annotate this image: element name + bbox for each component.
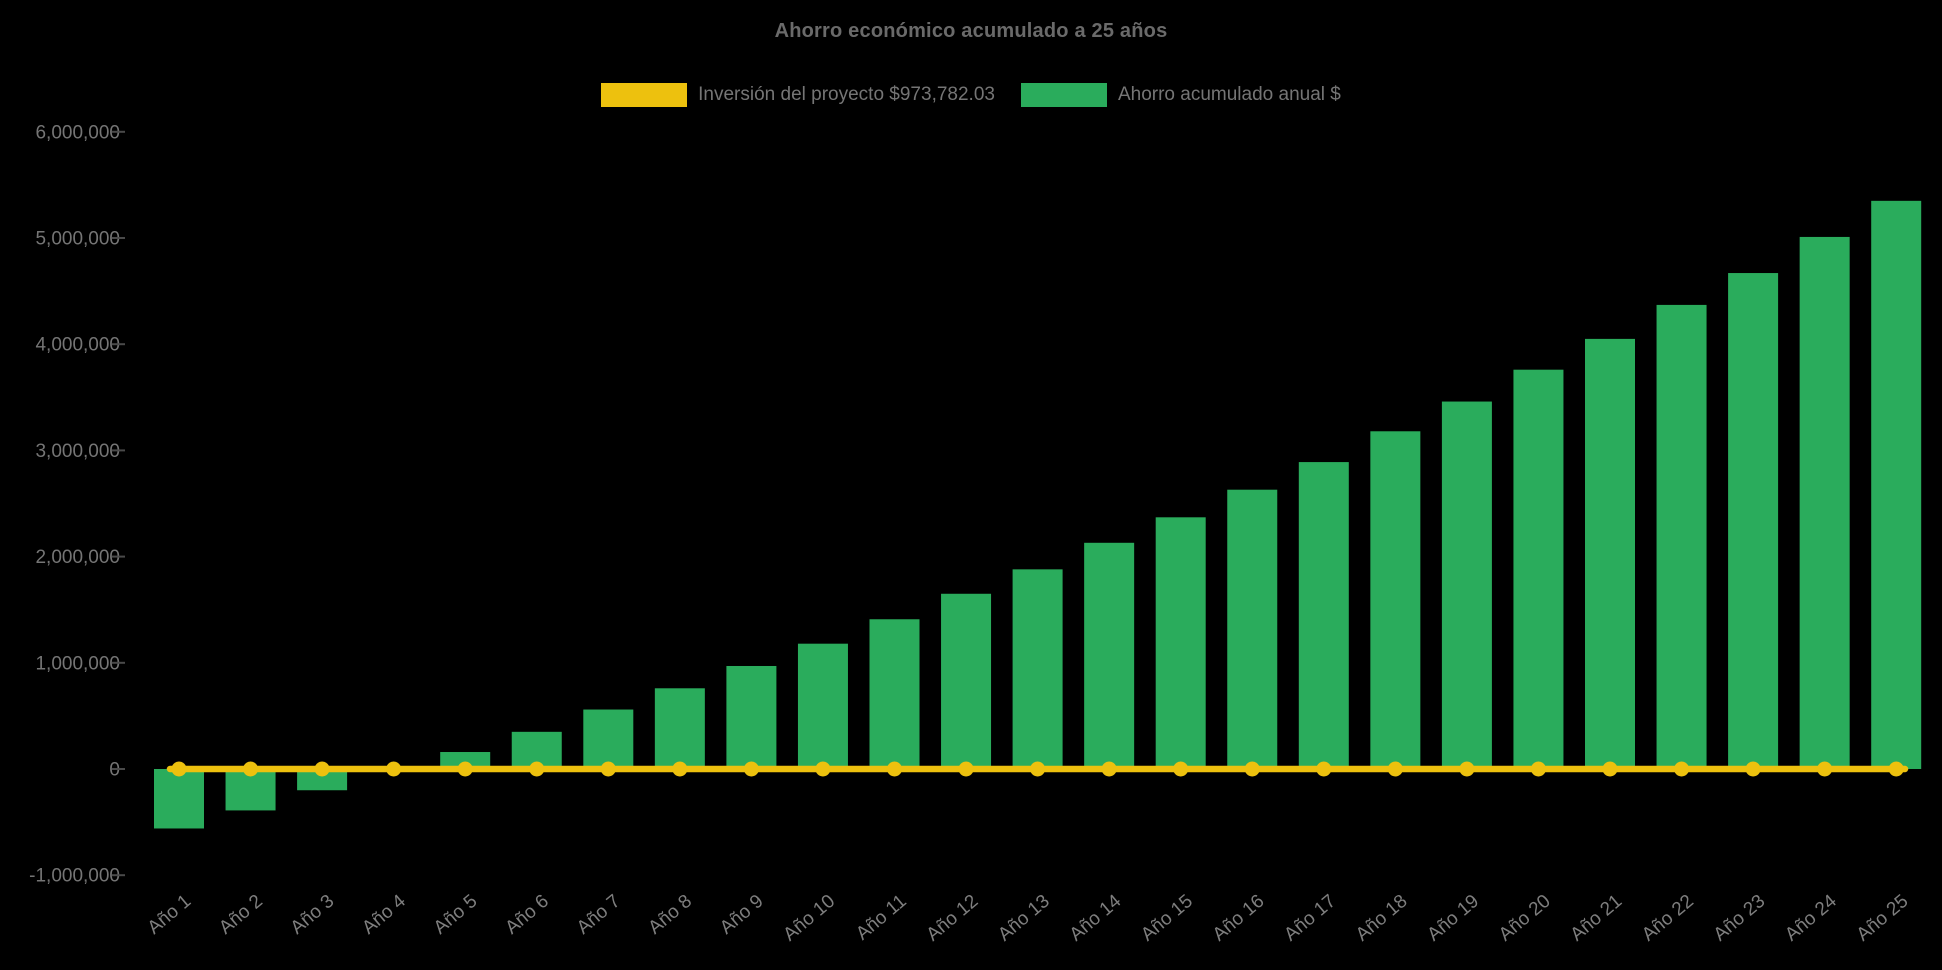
x-axis-tick-label: Año 21 xyxy=(1567,891,1627,946)
x-axis-tick-label: Año 23 xyxy=(1710,891,1770,946)
legend-label-ahorro: Ahorro acumulado anual $ xyxy=(1117,84,1341,105)
investment-point-a-o-15[interactable] xyxy=(1173,761,1189,777)
investment-point-a-o-7[interactable] xyxy=(600,761,616,777)
x-axis-tick-label: Año 5 xyxy=(430,891,482,939)
investment-point-a-o-8[interactable] xyxy=(672,761,688,777)
investment-point-a-o-1[interactable] xyxy=(171,761,187,777)
investment-point-a-o-21[interactable] xyxy=(1602,761,1618,777)
savings-bar-a-o-1[interactable] xyxy=(154,769,204,829)
x-axis-tick-label: Año 12 xyxy=(923,891,983,946)
investment-point-a-o-9[interactable] xyxy=(743,761,759,777)
x-axis-tick-label: Año 17 xyxy=(1280,891,1340,946)
savings-bar-a-o-8[interactable] xyxy=(654,688,705,769)
x-axis-tick-label: Año 9 xyxy=(716,891,768,939)
savings-bar-a-o-21[interactable] xyxy=(1585,338,1635,769)
savings-bar-a-o-3[interactable] xyxy=(297,769,348,791)
y-axis-tick-label: 2,000,000 xyxy=(35,547,120,568)
investment-point-a-o-18[interactable] xyxy=(1387,761,1403,777)
x-axis-tick-label: Año 8 xyxy=(645,891,697,939)
savings-bar-a-o-17[interactable] xyxy=(1298,462,1349,769)
x-axis-tick-label: Año 11 xyxy=(852,891,911,945)
savings-bar-a-o-19[interactable] xyxy=(1441,401,1492,769)
investment-point-a-o-6[interactable] xyxy=(529,761,545,777)
investment-point-a-o-13[interactable] xyxy=(1030,761,1046,777)
savings-bar-a-o-12[interactable] xyxy=(941,593,992,769)
investment-point-a-o-5[interactable] xyxy=(457,761,473,777)
legend-label-inversion: Inversión del proyecto $973,782.03 xyxy=(698,84,995,105)
legend-swatch-ahorro xyxy=(1020,83,1107,107)
investment-point-a-o-11[interactable] xyxy=(887,761,902,777)
savings-bar-a-o-14[interactable] xyxy=(1084,542,1135,769)
y-axis-tick-label: 4,000,000 xyxy=(35,335,120,356)
investment-point-a-o-25[interactable] xyxy=(1888,761,1904,777)
legend-item-inversion[interactable]: Inversión del proyecto $973,782.03 xyxy=(601,83,995,107)
x-axis-tick-label: Año 14 xyxy=(1066,890,1126,945)
investment-point-a-o-23[interactable] xyxy=(1745,761,1761,777)
investment-point-a-o-22[interactable] xyxy=(1674,761,1690,777)
x-axis-tick-label: Año 15 xyxy=(1137,891,1197,946)
savings-bar-a-o-10[interactable] xyxy=(797,643,848,769)
savings-bar-a-o-23[interactable] xyxy=(1728,273,1779,769)
x-axis-tick-label: Año 1 xyxy=(144,891,196,939)
y-axis-tick-label: 1,000,000 xyxy=(35,653,120,674)
x-axis-tick-label: Año 13 xyxy=(994,891,1054,946)
investment-point-a-o-24[interactable] xyxy=(1817,761,1833,777)
x-axis-tick-label: Año 24 xyxy=(1781,890,1841,945)
investment-point-a-o-20[interactable] xyxy=(1530,761,1546,777)
savings-bar-a-o-18[interactable] xyxy=(1370,431,1421,769)
savings-bar-a-o-20[interactable] xyxy=(1513,369,1564,769)
savings-bar-a-o-25[interactable] xyxy=(1871,200,1922,769)
chart-title: Ahorro económico acumulado a 25 años xyxy=(774,20,1168,42)
x-axis-tick-label: Año 18 xyxy=(1352,891,1412,946)
legend-swatch-inversion xyxy=(601,83,688,107)
savings-bar-a-o-13[interactable] xyxy=(1012,569,1063,769)
savings-bar-a-o-11[interactable] xyxy=(869,619,920,769)
x-axis-tick-label: Año 19 xyxy=(1423,891,1483,946)
savings-bar-a-o-24[interactable] xyxy=(1799,236,1850,770)
x-axis-tick-label: Año 6 xyxy=(501,891,553,939)
y-axis-tick-label: 3,000,000 xyxy=(35,441,120,462)
investment-point-a-o-14[interactable] xyxy=(1101,761,1117,777)
investment-point-a-o-12[interactable] xyxy=(958,761,974,777)
chart-legend: Inversión del proyecto $973,782.03 Ahorr… xyxy=(0,83,1942,107)
investment-point-a-o-19[interactable] xyxy=(1459,761,1475,777)
savings-bar-a-o-15[interactable] xyxy=(1155,517,1206,769)
investment-point-a-o-4[interactable] xyxy=(386,761,402,777)
legend-item-ahorro[interactable]: Ahorro acumulado anual $ xyxy=(1020,83,1341,107)
x-axis-tick-label: Año 2 xyxy=(215,891,267,939)
savings-bar-a-o-9[interactable] xyxy=(726,665,777,769)
x-axis-tick-label: Año 10 xyxy=(780,891,840,946)
investment-point-a-o-2[interactable] xyxy=(243,761,259,777)
investment-point-a-o-10[interactable] xyxy=(815,761,831,777)
x-axis-tick-label: Año 20 xyxy=(1495,891,1555,946)
savings-bar-a-o-22[interactable] xyxy=(1656,304,1707,769)
x-axis-tick-label: Año 3 xyxy=(287,891,339,939)
x-axis-tick-label: Año 22 xyxy=(1638,891,1698,946)
x-axis-tick-label: Año 25 xyxy=(1853,891,1913,946)
x-axis-tick-label: Año 7 xyxy=(573,891,625,939)
savings-bar-a-o-16[interactable] xyxy=(1227,489,1278,769)
investment-point-a-o-16[interactable] xyxy=(1244,761,1260,777)
savings-bar-a-o-7[interactable] xyxy=(583,709,634,769)
y-axis-tick-label: -1,000,000 xyxy=(29,866,120,887)
x-axis-tick-label: Año 4 xyxy=(358,890,410,938)
y-axis-tick-label: 5,000,000 xyxy=(35,229,120,250)
investment-point-a-o-3[interactable] xyxy=(314,761,330,777)
savings-bar-a-o-5[interactable] xyxy=(440,752,491,769)
y-axis-tick-label: 6,000,000 xyxy=(35,122,120,143)
x-axis-tick-label: Año 16 xyxy=(1209,891,1269,946)
investment-point-a-o-17[interactable] xyxy=(1316,761,1332,777)
